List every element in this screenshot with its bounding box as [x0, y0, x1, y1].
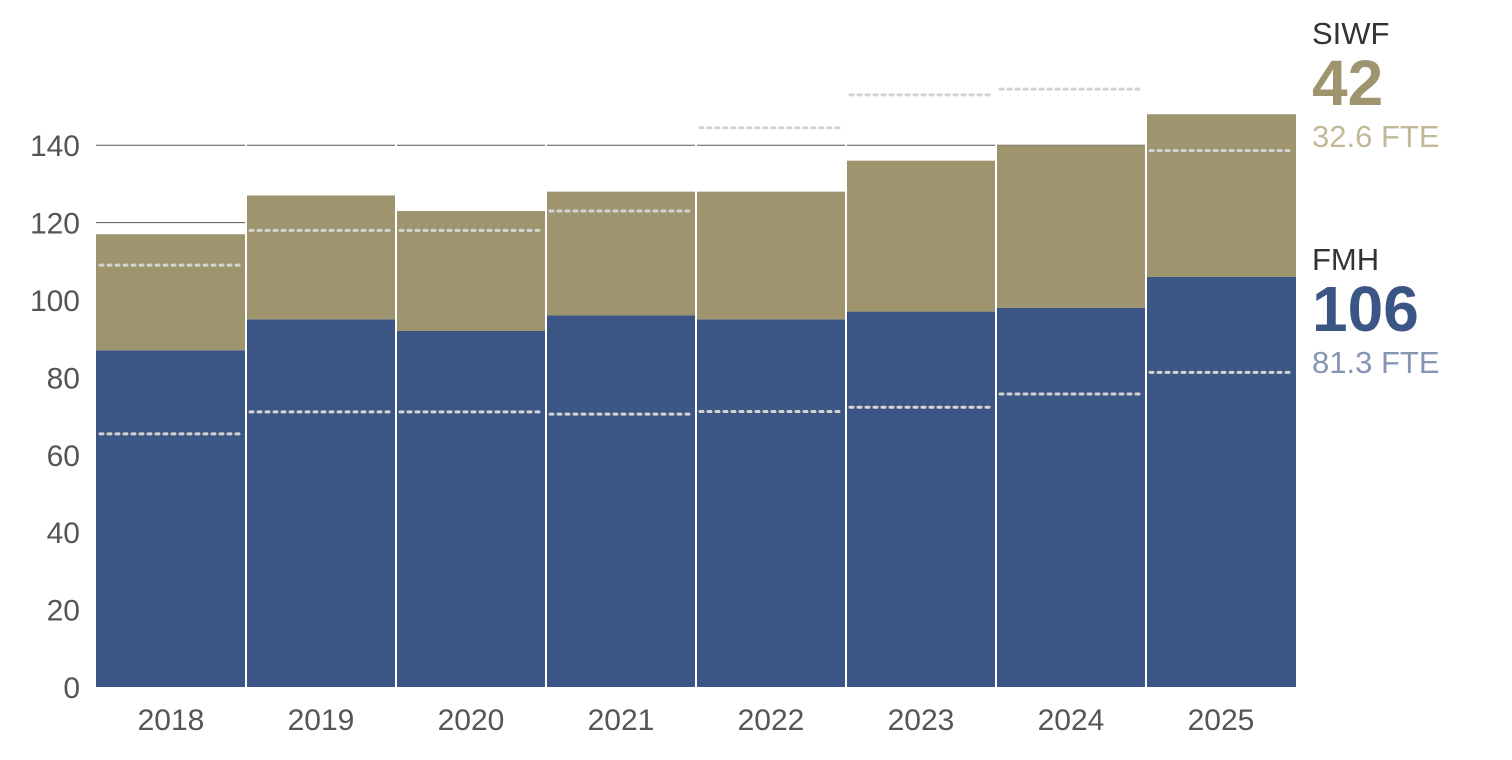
bar-siwf-2023 [846, 160, 996, 312]
x-tick-label-2018: 2018 [138, 704, 205, 737]
legend-fmh: FMH 106 81.3 FTE [1312, 244, 1440, 378]
x-tick-label-2022: 2022 [738, 704, 805, 737]
x-axis: 2018 2019 2020 2021 2022 2023 2024 2025 [138, 704, 1255, 737]
y-tick-label-20: 20 [47, 595, 80, 628]
bar-fmh-2023 [846, 311, 996, 687]
fte-lines [98, 87, 1294, 436]
x-tick-label-2019: 2019 [288, 704, 355, 737]
bar-siwf-2025 [1146, 114, 1296, 277]
bar-fmh-2018 [96, 350, 246, 687]
x-tick-label-2024: 2024 [1038, 704, 1105, 737]
bar-fmh-2024 [996, 307, 1146, 687]
legend-siwf-name: SIWF [1312, 16, 1390, 51]
x-tick-label-2021: 2021 [588, 704, 655, 737]
bar-siwf-2024 [996, 145, 1146, 308]
y-axis: 0 20 40 60 80 100 120 140 [30, 130, 80, 705]
bar-fmh-2022 [696, 319, 846, 687]
y-tick-label-0: 0 [63, 672, 80, 705]
bar-fmh-2025 [1146, 276, 1296, 687]
legend-siwf: SIWF 42 32.6 FTE [1312, 18, 1440, 152]
x-tick-label-2025: 2025 [1188, 704, 1255, 737]
y-tick-label-120: 120 [30, 208, 80, 241]
bar-fmh-2019 [246, 319, 396, 687]
y-tick-label-100: 100 [30, 285, 80, 318]
y-tick-label-80: 80 [47, 362, 80, 395]
legend-siwf-fte: 32.6 FTE [1312, 119, 1440, 154]
bar-siwf-2022 [696, 191, 846, 320]
legend-fmh-value: 106 [1312, 273, 1419, 345]
legend-fmh-name: FMH [1312, 242, 1380, 277]
y-tick-label-40: 40 [47, 517, 80, 550]
bar-siwf-2019 [246, 195, 396, 320]
bar-siwf-2018 [96, 234, 246, 351]
bars [96, 67, 1296, 687]
y-tick-label-60: 60 [47, 440, 80, 473]
x-tick-label-2023: 2023 [888, 704, 955, 737]
y-tick-label-140: 140 [30, 130, 80, 163]
legend-siwf-value: 42 [1312, 47, 1384, 119]
legend-fmh-fte: 81.3 FTE [1312, 345, 1440, 380]
bar-fmh-2020 [396, 330, 546, 687]
bar-fmh-2021 [546, 315, 696, 687]
x-tick-label-2020: 2020 [438, 704, 505, 737]
